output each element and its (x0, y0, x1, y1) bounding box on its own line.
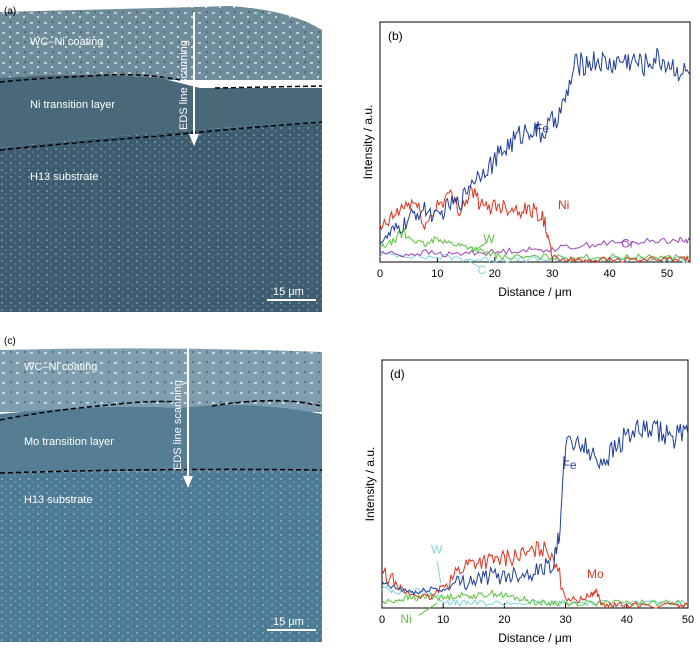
b-series-ni-line (379, 186, 691, 264)
chart-d: (d) 0 10 20 30 40 50 Distance / μm Intensity / a… (340, 330, 700, 650)
d-plot-frame (381, 359, 689, 609)
d-series-label-fe: Fe (563, 458, 577, 472)
d-ylabel: Intensity / a.u. (363, 447, 377, 522)
b-series-pointer-c (465, 259, 479, 268)
b-xtick-label-30: 30 (546, 268, 558, 280)
scan-label-c: EDS line scanning (172, 380, 184, 470)
d-series-label-mo: Mo (587, 567, 604, 581)
b-series-label-fe: Fe (535, 121, 549, 135)
d-panel-letter: (d) (390, 367, 405, 381)
chart-d-svg: (d) 0 10 20 30 40 50 Distance / μm Intensity / a… (363, 359, 694, 645)
scale-label-c: 15 μm (273, 616, 304, 628)
b-xtick-label-0: 0 (377, 268, 383, 280)
b-series-pointer-w (471, 242, 487, 253)
d-series-mo-line (381, 541, 689, 610)
b-series-c-line (379, 251, 691, 263)
transition-label-a: Ni transition layer (30, 99, 115, 111)
scan-label-a: EDS line scanning (178, 40, 190, 130)
coating-label-c: WC–Ni coating (24, 361, 98, 373)
d-series-label-ni: Ni (400, 612, 411, 626)
transition-label-c: Mo transition layer (24, 436, 114, 448)
d-series-pointer-ni (418, 602, 438, 616)
b-series-label-ni: Ni (558, 198, 569, 212)
b-series-label-w: W (483, 232, 495, 246)
d-xtick-label-0: 0 (379, 614, 385, 626)
micrograph-a (0, 0, 322, 312)
b-series-label-cr: Cr (621, 237, 634, 251)
d-xtick-label-30: 30 (559, 614, 571, 626)
b-ylabel: Intensity / a.u. (361, 105, 375, 180)
b-xtick-label-10: 10 (431, 268, 443, 280)
d-series-w-line (381, 585, 689, 607)
d-xtick-label-50: 50 (682, 614, 694, 626)
d-series-pointer-w (436, 560, 442, 584)
scale-label-a: 15 μm (273, 286, 304, 298)
substrate-label-a: H13 substrate (30, 171, 99, 183)
d-xtick-label-10: 10 (437, 614, 449, 626)
panel-letter-c: (c) (4, 336, 16, 347)
d-series-label-w: W (431, 542, 443, 556)
chart-b: (b) 0 10 20 30 40 50 Distance / μm Intensity / a… (340, 0, 700, 310)
d-xlabel: Distance / μm (498, 631, 572, 645)
b-plot-frame (379, 21, 691, 263)
panel-letter-a: (a) (4, 6, 17, 17)
d-series-fe-line (381, 419, 689, 596)
b-xtick-label-50: 50 (661, 268, 673, 280)
b-series-cr-line (379, 236, 691, 258)
b-series-fe-line (379, 47, 691, 246)
micrograph-c (0, 330, 322, 642)
chart-b-svg: (b) 0 10 20 30 40 50 Distance / μm Intensity / a… (361, 21, 691, 299)
coating-label-a: WC–Ni coating (30, 36, 104, 48)
d-xtick-label-40: 40 (621, 614, 633, 626)
b-series-label-c: C (478, 263, 487, 277)
b-panel-letter: (b) (388, 29, 403, 43)
b-xlabel: Distance / μm (498, 285, 572, 299)
substrate-label-c: H13 substrate (24, 494, 93, 506)
d-series-ni-line (381, 588, 689, 608)
b-xtick-label-20: 20 (489, 268, 501, 280)
b-xtick-label-40: 40 (604, 268, 616, 280)
d-xtick-label-20: 20 (498, 614, 510, 626)
b-series-w-line (379, 227, 691, 261)
